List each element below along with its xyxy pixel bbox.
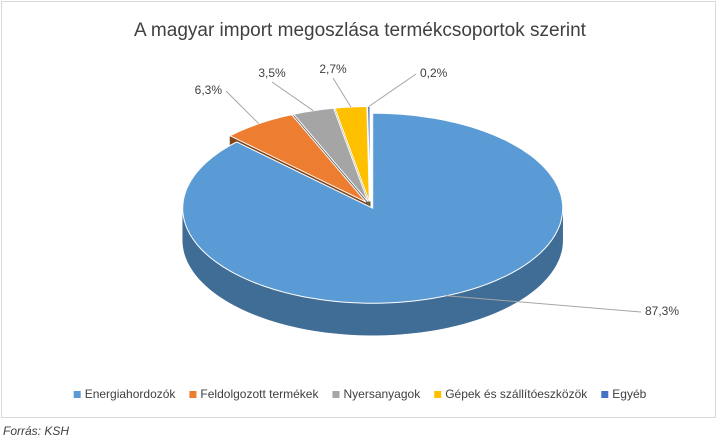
- legend-item: Gépek és szállítóeszközök: [434, 387, 588, 401]
- data-label: 6,3%: [195, 83, 223, 97]
- chart-title: A magyar import megoszlása termékcsoport…: [134, 20, 587, 41]
- legend-label: Energiahordozók: [85, 387, 177, 401]
- data-label: 87,3%: [645, 304, 679, 318]
- legend-item: Energiahordozók: [73, 387, 177, 401]
- legend-item: Egyéb: [601, 387, 647, 401]
- legend-label: Nyersanyagok: [343, 387, 421, 401]
- data-label: 2,7%: [319, 62, 347, 76]
- leader-line: [368, 73, 417, 107]
- slice: [334, 105, 370, 202]
- leader-line: [446, 295, 642, 313]
- legend-item: Nyersanyagok: [332, 387, 421, 401]
- legend-label: Gépek és szállítóeszközök: [445, 387, 588, 401]
- leader-line: [271, 81, 314, 112]
- legend-swatch: [73, 391, 81, 398]
- legend-item: Feldolgozott termékek: [189, 387, 319, 401]
- source-note: Forrás: KSH: [3, 424, 69, 438]
- legend-swatch: [601, 391, 609, 398]
- data-label: 0,2%: [420, 66, 448, 80]
- slice: [228, 114, 367, 203]
- slice: [292, 107, 369, 202]
- legend-swatch: [332, 391, 340, 398]
- data-label: 3,5%: [258, 66, 286, 80]
- legend-swatch: [189, 391, 197, 398]
- legend-swatch: [434, 391, 442, 398]
- legend-label: Egyéb: [612, 387, 646, 401]
- leader-line: [225, 90, 260, 125]
- legend-label: Feldolgozott termékek: [200, 387, 319, 401]
- leader-line: [332, 77, 352, 108]
- slice: [182, 112, 564, 304]
